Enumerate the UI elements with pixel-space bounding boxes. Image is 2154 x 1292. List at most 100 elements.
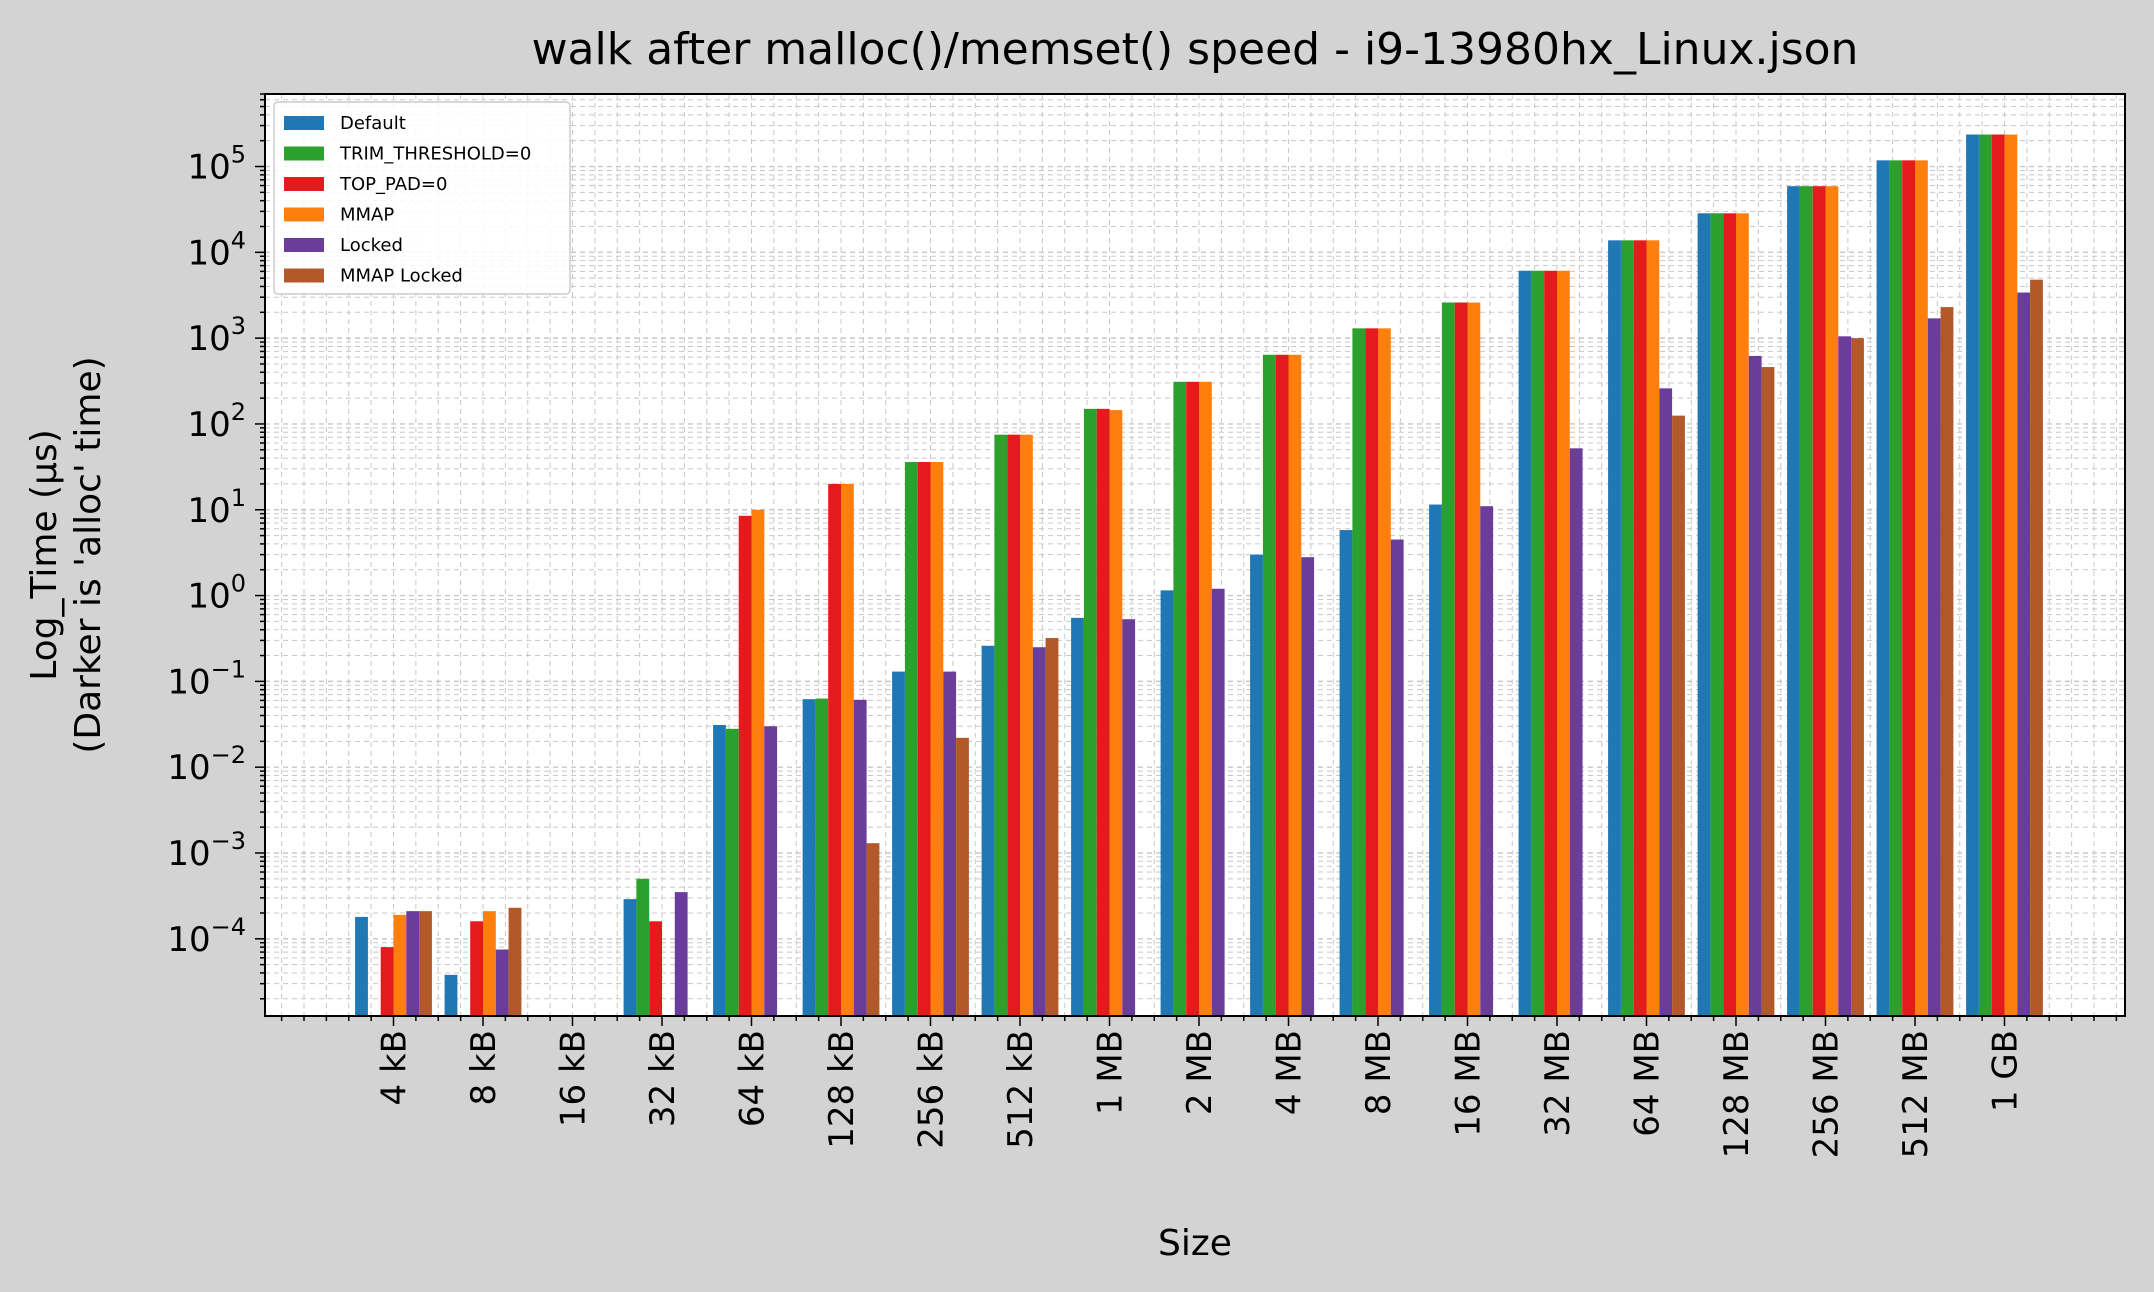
legend-label: MMAP	[340, 205, 394, 226]
y-tick-label: 10−1	[167, 655, 246, 702]
bar	[495, 949, 509, 1016]
bar	[1199, 381, 1212, 1016]
legend-label: Default	[340, 113, 406, 134]
bar	[725, 728, 739, 1016]
bar	[1250, 554, 1263, 1016]
bar	[802, 699, 816, 1016]
x-tick-label: 16 MB	[1449, 1030, 1489, 1137]
bar	[2004, 134, 2018, 1016]
bar	[1173, 381, 1187, 1016]
bars	[355, 134, 2043, 1017]
bar	[470, 921, 483, 1016]
bar	[866, 843, 880, 1016]
x-tick-label: 256 kB	[912, 1030, 952, 1149]
legend-label: MMAP Locked	[340, 266, 463, 287]
bar	[1697, 213, 1711, 1016]
chart-title: walk after malloc()/memset() speed - i9-…	[532, 24, 1859, 75]
bar	[1186, 381, 1199, 1016]
x-tick-label: 1 MB	[1091, 1030, 1131, 1115]
bar	[1620, 240, 1634, 1016]
bar	[2030, 279, 2043, 1016]
bar	[393, 914, 407, 1016]
legend-swatch	[284, 207, 324, 222]
bar	[815, 698, 829, 1016]
x-tick-label: 512 kB	[1001, 1030, 1041, 1149]
bar	[674, 892, 688, 1016]
bar	[1799, 186, 1813, 1016]
bar	[1045, 638, 1059, 1016]
y-tick-label: 105	[187, 141, 246, 188]
x-tick-label: 8 kB	[464, 1030, 504, 1105]
bar	[1825, 186, 1839, 1016]
bar	[355, 916, 368, 1016]
bar	[738, 515, 752, 1016]
y-tick-label: 101	[187, 484, 246, 531]
bar	[1978, 134, 1992, 1016]
bar	[2017, 292, 2031, 1016]
x-tick-label: 8 MB	[1359, 1030, 1399, 1115]
legend-swatch	[284, 238, 324, 252]
x-tick-label: 512 MB	[1896, 1030, 1936, 1158]
bar	[853, 699, 867, 1016]
bar	[1288, 354, 1302, 1016]
x-tick-label: 2 MB	[1180, 1030, 1220, 1115]
axis-ticks: 10−4 10−3 10−2 10−1 100 101 102 103 104 105 4 kB 8 …	[167, 93, 2118, 1158]
bar	[1940, 307, 1954, 1017]
bar	[1748, 355, 1762, 1016]
bar	[1378, 328, 1391, 1016]
bar	[1352, 328, 1366, 1016]
bar	[1007, 434, 1020, 1016]
bar	[1071, 617, 1084, 1016]
bar	[1633, 240, 1647, 1016]
x-tick-label: 128 MB	[1717, 1030, 1757, 1158]
bar	[1390, 539, 1404, 1016]
bar	[1480, 506, 1494, 1016]
bar	[1211, 588, 1225, 1016]
bar	[1339, 530, 1353, 1016]
bar	[892, 671, 905, 1016]
y-axis-label: Log_Time (µs)	[24, 429, 65, 681]
bar	[1710, 213, 1724, 1016]
bar	[1262, 354, 1276, 1016]
bar	[751, 509, 765, 1016]
bar	[1569, 448, 1583, 1016]
y-tick-label: 103	[187, 312, 246, 359]
y-tick-label: 10−3	[167, 827, 246, 874]
y-axis-label-group: Log_Time (µs) (Darker is 'alloc' time)	[24, 356, 109, 753]
bar	[1723, 213, 1736, 1016]
bar	[1275, 354, 1289, 1016]
y-tick-label: 10−4	[167, 913, 246, 960]
legend-swatch	[284, 177, 324, 191]
x-tick-label: 64 MB	[1628, 1030, 1668, 1137]
bar	[994, 434, 1008, 1016]
legend-swatch	[284, 146, 324, 161]
bar	[1544, 270, 1557, 1016]
bar	[943, 671, 957, 1016]
x-tick-label: 32 MB	[1538, 1030, 1578, 1137]
x-tick-label: 16 kB	[554, 1030, 594, 1127]
bar	[930, 462, 944, 1016]
x-axis-label: Size	[1158, 1223, 1232, 1264]
bar	[380, 947, 394, 1016]
bar	[904, 462, 918, 1016]
bar	[649, 921, 662, 1016]
bar	[1301, 557, 1315, 1016]
x-tick-label: 4 kB	[375, 1030, 415, 1105]
legend-box	[273, 101, 571, 295]
y-axis-label-sub: (Darker is 'alloc' time)	[68, 356, 109, 753]
bar	[636, 878, 650, 1016]
x-tick-label: 4 MB	[1270, 1030, 1310, 1115]
y-tick-label: 104	[187, 226, 246, 273]
x-tick-label: 1 GB	[1986, 1030, 2026, 1112]
bar	[1109, 410, 1123, 1017]
bar	[406, 911, 420, 1016]
bar	[956, 737, 969, 1016]
legend-label: TRIM_THRESHOLD=0	[339, 144, 531, 165]
bar	[1902, 160, 1915, 1016]
bar	[1531, 270, 1545, 1016]
bar	[1889, 160, 1903, 1016]
bar	[1122, 619, 1136, 1016]
bar	[419, 911, 432, 1016]
bar	[483, 911, 496, 1016]
